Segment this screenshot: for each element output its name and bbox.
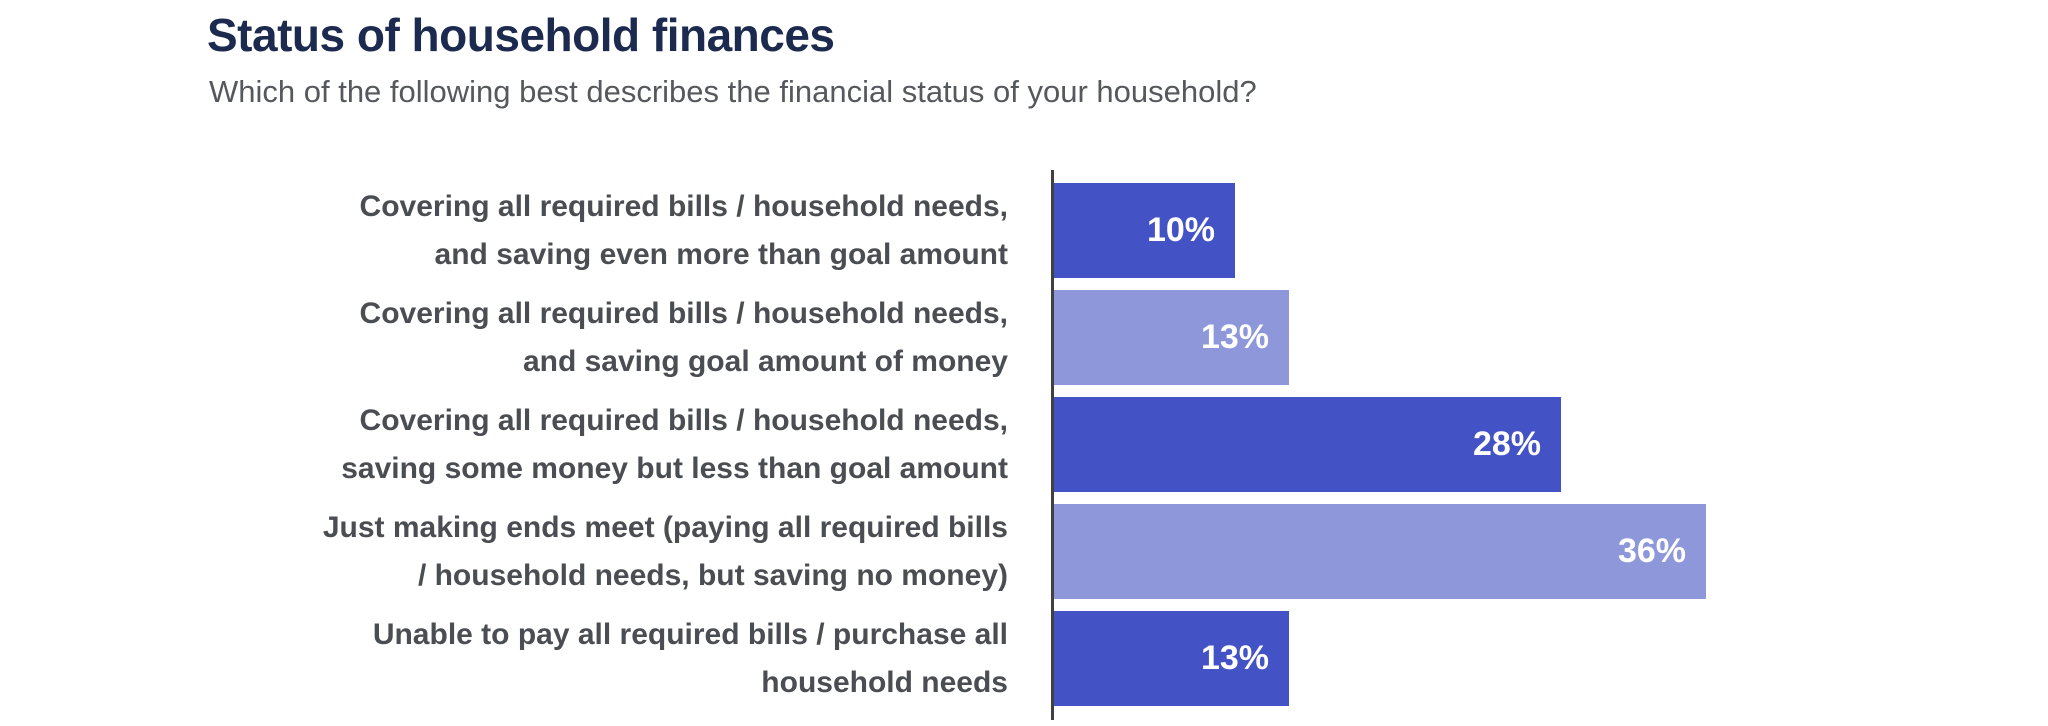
category-label-line: and saving even more than goal amount (434, 237, 1008, 271)
chart-title: Status of household finances (207, 9, 835, 61)
bar: 36% (1054, 504, 1706, 599)
category-label-line: Covering all required bills / household … (359, 189, 1008, 223)
value-label: 28% (1472, 425, 1541, 463)
y-axis-line (1051, 170, 1054, 720)
value-label: 13% (1200, 318, 1269, 356)
bar-chart: Covering all required bills / household … (0, 170, 2048, 720)
category-label: Covering all required bills / household … (0, 183, 1008, 279)
bar: 13% (1054, 290, 1289, 385)
chart-row: Covering all required bills / household … (0, 183, 2048, 278)
bar-zone: 10% (1054, 183, 2048, 278)
category-label-line: Covering all required bills / household … (359, 296, 1008, 330)
category-label-line: Unable to pay all required bills / purch… (372, 617, 1008, 651)
category-label-line: household needs (761, 665, 1008, 699)
chart-row: Unable to pay all required bills / purch… (0, 611, 2048, 706)
chart-subtitle: Which of the following best describes th… (209, 74, 1257, 109)
bar-zone: 13% (1054, 611, 2048, 706)
bar-zone: 28% (1054, 397, 2048, 492)
chart-row: Covering all required bills / household … (0, 397, 2048, 492)
category-label: Covering all required bills / household … (0, 397, 1008, 493)
category-label-line: and saving goal amount of money (522, 344, 1008, 378)
category-label-line: / household needs, but saving no money) (417, 558, 1008, 592)
value-label: 10% (1146, 211, 1215, 249)
category-label: Just making ends meet (paying all requir… (0, 504, 1008, 600)
bar: 13% (1054, 611, 1289, 706)
value-label: 13% (1200, 639, 1269, 677)
category-label-line: Covering all required bills / household … (359, 403, 1008, 437)
bar-zone: 36% (1054, 504, 2048, 599)
category-label: Covering all required bills / household … (0, 290, 1008, 386)
category-label-line: saving some money but less than goal amo… (341, 451, 1008, 485)
chart-row: Covering all required bills / household … (0, 290, 2048, 385)
bar: 28% (1054, 397, 1561, 492)
category-label: Unable to pay all required bills / purch… (0, 611, 1008, 707)
chart-row: Just making ends meet (paying all requir… (0, 504, 2048, 599)
bar: 10% (1054, 183, 1235, 278)
category-label-line: Just making ends meet (paying all requir… (322, 510, 1008, 544)
bar-zone: 13% (1054, 290, 2048, 385)
value-label: 36% (1617, 532, 1686, 570)
